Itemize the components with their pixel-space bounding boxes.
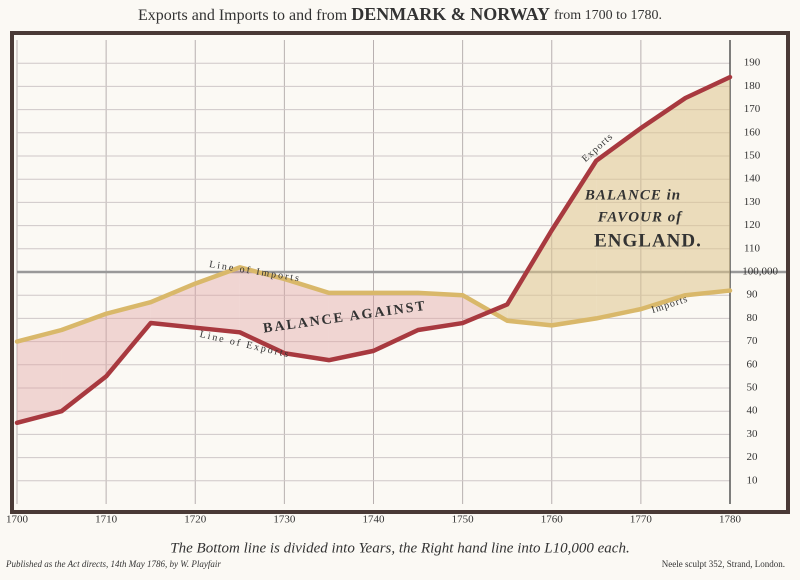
title-part: DENMARK & NORWAY (351, 4, 550, 24)
balance-fill (551, 160, 597, 326)
balance-fill (17, 330, 62, 423)
y-tick-label: 160 (744, 126, 761, 138)
x-tick-label: 1720 (184, 514, 207, 526)
balance-fill (106, 302, 151, 377)
title-part: Exports and Imports to and from (138, 7, 348, 24)
balance-fill (507, 230, 552, 326)
y-tick-label: 70 (747, 335, 759, 347)
annotation: FAVOUR of (597, 209, 683, 225)
y-tick-label: 80 (747, 312, 759, 324)
balance-fill (61, 313, 107, 412)
y-tick-label: 50 (747, 382, 759, 394)
series-line (14, 74, 733, 426)
x-tick-label: 1770 (630, 514, 653, 526)
y-tick-label: 40 (747, 405, 759, 417)
balance-fill (462, 295, 491, 324)
y-tick-label: 60 (747, 358, 759, 370)
balance-fill (418, 292, 463, 330)
x-tick-label: 1750 (452, 514, 475, 526)
frame (10, 31, 790, 514)
chart-title: Exports and Imports to and from DENMARK … (138, 4, 662, 24)
title-part: from 1700 to 1780. (554, 8, 662, 23)
y-tick-label: 140 (744, 173, 761, 185)
balance-fill (195, 267, 240, 333)
x-tick-label: 1780 (719, 514, 742, 526)
y-tick-label: 170 (744, 103, 761, 115)
footer-right: Neele sculpt 352, Strand, London. (662, 559, 785, 569)
y-tick-label: 180 (744, 80, 761, 92)
x-tick-label: 1740 (363, 514, 386, 526)
annotation: ENGLAND. (594, 230, 702, 251)
series-line (14, 265, 733, 344)
balance-fill (284, 278, 329, 361)
balance-fill (150, 283, 196, 328)
balance-fill (685, 77, 730, 296)
balance-fill (373, 292, 419, 351)
y-tick-label: 110 (744, 242, 761, 254)
x-tick-label: 1760 (541, 514, 564, 526)
balance-fill (596, 128, 641, 319)
balance-fill (239, 267, 285, 354)
y-tick-label: 20 (747, 451, 759, 463)
y-tick-label: 190 (744, 57, 761, 69)
caption: The Bottom line is divided into Years, t… (170, 540, 629, 556)
x-tick-label: 1730 (273, 514, 296, 526)
x-tick-label: 1700 (6, 514, 29, 526)
balance-fill (328, 292, 374, 361)
y-tick-label: 100,000 (742, 266, 778, 278)
balance-fill (640, 98, 686, 310)
footer-left: Published as the Act directs, 14th May 1… (5, 559, 221, 569)
y-tick-label: 150 (744, 150, 761, 162)
y-tick-label: 120 (744, 219, 761, 231)
y-tick-label: 10 (747, 474, 759, 486)
y-tick-label: 130 (744, 196, 761, 208)
x-tick-label: 1710 (95, 514, 118, 526)
y-tick-label: 30 (747, 428, 759, 440)
y-tick-label: 90 (747, 289, 759, 301)
annotation: BALANCE in (584, 187, 681, 203)
